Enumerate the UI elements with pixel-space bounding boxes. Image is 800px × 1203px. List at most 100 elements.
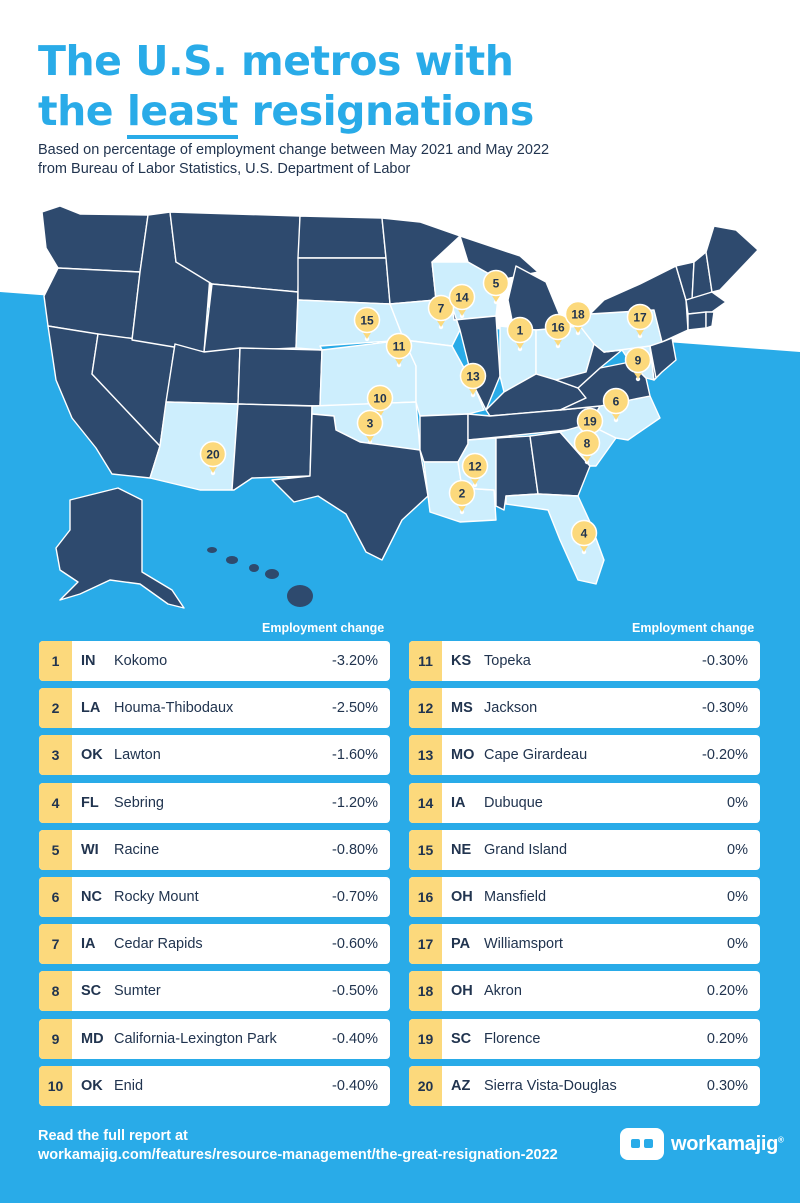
map-pin-19: 19 <box>576 407 604 443</box>
state-ga <box>529 431 591 497</box>
change-cell: 0% <box>727 936 748 953</box>
city-cell: Akron <box>484 983 522 1000</box>
right-column-header: Employment change <box>632 621 755 635</box>
table-row: 15 NE Grand Island 0% <box>409 829 760 870</box>
table-row: 13 MO Cape Girardeau -0.20% <box>409 735 760 776</box>
city-cell: Houma-Thibodaux <box>114 700 234 717</box>
rank-cell: 12 <box>409 688 442 729</box>
table-row: 1 IN Kokomo -3.20% <box>39 641 390 681</box>
state-cell: OH <box>451 888 473 905</box>
state-cell: OK <box>81 1077 103 1094</box>
change-cell: 0.30% <box>706 1077 748 1094</box>
table-row: 19 SC Florence 0.20% <box>409 1018 760 1059</box>
map-pin-13: 13 <box>459 362 487 398</box>
page-title: The U.S. metros with the least resignati… <box>38 36 535 139</box>
city-cell: Dubuque <box>484 794 543 811</box>
map-pin-label: 15 <box>360 314 374 328</box>
left-column-header: Employment change <box>262 621 385 635</box>
rank-cell: 4 <box>39 782 72 823</box>
state-cell: NE <box>451 841 472 858</box>
state-co <box>237 347 323 407</box>
table-row: 16 OH Mansfield 0% <box>409 876 760 917</box>
state-il <box>451 305 501 411</box>
rank-cell: 18 <box>409 971 442 1012</box>
change-cell: -0.20% <box>702 747 748 764</box>
change-cell: -0.30% <box>702 653 748 669</box>
state-cell: WI <box>81 841 99 858</box>
city-cell: Jackson <box>484 700 538 717</box>
city-cell: Sebring <box>114 794 164 811</box>
us-map: 15 11 10 3 20 7 14 5 13 1 122 16 18 17 9 6 19 8 4 <box>41 205 759 609</box>
city-cell: Sumter <box>114 983 161 1000</box>
change-cell: -0.40% <box>332 1077 378 1094</box>
map-pin-2: 2 <box>448 479 476 515</box>
map-pin-label: 19 <box>583 415 597 429</box>
state-de <box>649 345 657 381</box>
state-ak <box>55 487 185 609</box>
subtitle-line-2: from Bureau of Labor Statistics, U.S. De… <box>38 161 411 177</box>
state-fl <box>505 493 605 585</box>
change-cell: -0.60% <box>332 936 378 953</box>
state-cell: SC <box>451 1030 472 1047</box>
rank-cell: 6 <box>39 876 72 917</box>
map-pin-label: 10 <box>373 392 387 406</box>
state-cell: OH <box>451 983 473 1000</box>
city-cell: California-Lexington Park <box>114 1030 277 1047</box>
table-row: 8 SC Sumter -0.50% <box>39 971 390 1012</box>
report-link[interactable]: workamajig.com/features/resource-managem… <box>38 1147 558 1163</box>
city-cell: Cape Girardeau <box>484 747 588 764</box>
table-row: 12 MS Jackson -0.30% <box>409 688 760 729</box>
map-pin-12: 12 <box>461 452 489 488</box>
rank-cell: 3 <box>39 735 72 776</box>
rank-cell: 9 <box>39 1018 72 1059</box>
change-cell: -2.50% <box>332 700 378 717</box>
state-cell: MO <box>451 747 475 764</box>
map-pin-5: 5 <box>482 269 510 305</box>
rank-cell: 11 <box>409 641 442 681</box>
change-cell: 0% <box>727 888 748 905</box>
city-cell: Grand Island <box>484 841 568 858</box>
city-cell: Enid <box>114 1077 144 1094</box>
change-cell: -1.60% <box>332 747 378 764</box>
rank-cell: 2 <box>39 688 72 729</box>
change-cell: 0.20% <box>706 1030 748 1047</box>
map-pin-7: 7 <box>427 294 455 330</box>
change-cell: -0.50% <box>332 983 378 1000</box>
rank-cell: 7 <box>39 924 72 965</box>
map-pin-label: 8 <box>584 437 591 451</box>
table-row: 18 OH Akron 0.20% <box>409 971 760 1012</box>
map-pin-label: 20 <box>206 448 220 462</box>
state-cell: SC <box>81 983 102 1000</box>
change-cell: -1.20% <box>332 794 378 811</box>
table-row: 11 KS Topeka -0.30% <box>409 641 760 681</box>
map-pin-label: 6 <box>613 395 620 409</box>
state-hi <box>207 547 313 607</box>
map-pin-15: 15 <box>353 306 381 342</box>
map-pin-label: 3 <box>367 417 374 431</box>
state-ma <box>685 291 727 315</box>
map-pin-label: 16 <box>551 321 565 335</box>
change-cell: -0.80% <box>332 841 378 858</box>
state-ri <box>705 311 715 329</box>
city-cell: Lawton <box>114 747 161 764</box>
state-cell: NC <box>81 888 102 905</box>
subtitle: Based on percentage of employment change… <box>38 141 638 179</box>
state-me <box>705 225 759 293</box>
footer: Read the full report at workamajig.com/f… <box>38 1127 558 1165</box>
title-emphasis: least <box>126 87 238 139</box>
map-pin-9: 9 <box>624 346 652 382</box>
ranking-table-left: 1 IN Kokomo -3.20% 2 LA Houma-Thibodaux -2.50% 3… <box>39 641 390 1113</box>
title-line-2-end: resignations <box>237 87 535 135</box>
change-cell: -0.70% <box>332 888 378 905</box>
table-row: 20 AZ Sierra Vista-Douglas 0.30% <box>409 1065 760 1106</box>
map-pin-label: 9 <box>635 354 642 368</box>
state-tx <box>271 413 429 561</box>
map-pin-label: 1 <box>517 324 524 338</box>
table-row: 2 LA Houma-Thibodaux -2.50% <box>39 688 390 729</box>
map-pin-label: 14 <box>455 291 469 305</box>
state-cell: FL <box>81 794 99 811</box>
state-ct <box>687 311 707 331</box>
state-wa <box>41 205 149 273</box>
title-line-2-start: the <box>38 87 127 135</box>
title-line-1: The U.S. metros with <box>38 37 514 85</box>
